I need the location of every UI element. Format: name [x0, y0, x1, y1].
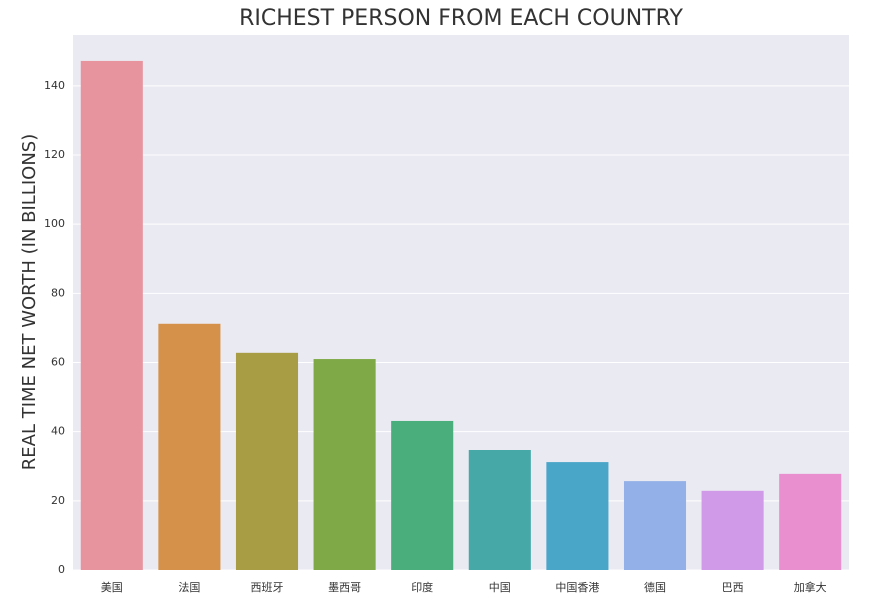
x-tick-label: 法国 [178, 580, 200, 594]
x-tick-label: 德国 [644, 580, 666, 594]
bar [158, 323, 221, 570]
y-tick-label: 80 [51, 286, 65, 299]
x-tick-label: 美国 [101, 581, 123, 594]
bar [701, 490, 764, 570]
bar [546, 462, 609, 570]
y-tick-label: 60 [51, 356, 65, 369]
y-tick-label: 140 [44, 79, 65, 92]
x-tick-label: 西班牙 [251, 581, 284, 594]
y-tick-label: 120 [44, 148, 65, 161]
x-tick-label: 印度 [411, 580, 433, 594]
bar [235, 352, 299, 570]
bar [468, 449, 531, 570]
x-tick-label: 巴西 [722, 581, 744, 594]
y-tick-label: 40 [51, 425, 65, 438]
x-tick-label: 中国 [489, 581, 511, 594]
y-tick-label: 0 [58, 563, 65, 576]
bar [313, 359, 376, 570]
bar [391, 420, 454, 570]
chart-title: RICHEST PERSON FROM EACH COUNTRY [239, 6, 683, 31]
bar [779, 473, 842, 570]
bar [80, 60, 143, 571]
x-tick-label: 加拿大 [794, 580, 827, 594]
y-tick-label: 100 [44, 217, 65, 230]
bar [623, 481, 687, 570]
y-axis-label: REAL TIME NET WORTH (IN BILLIONS) [19, 134, 40, 470]
y-tick-label: 20 [51, 494, 65, 507]
x-tick-label: 中国香港 [555, 581, 599, 594]
x-tick-label: 墨西哥 [328, 581, 361, 594]
